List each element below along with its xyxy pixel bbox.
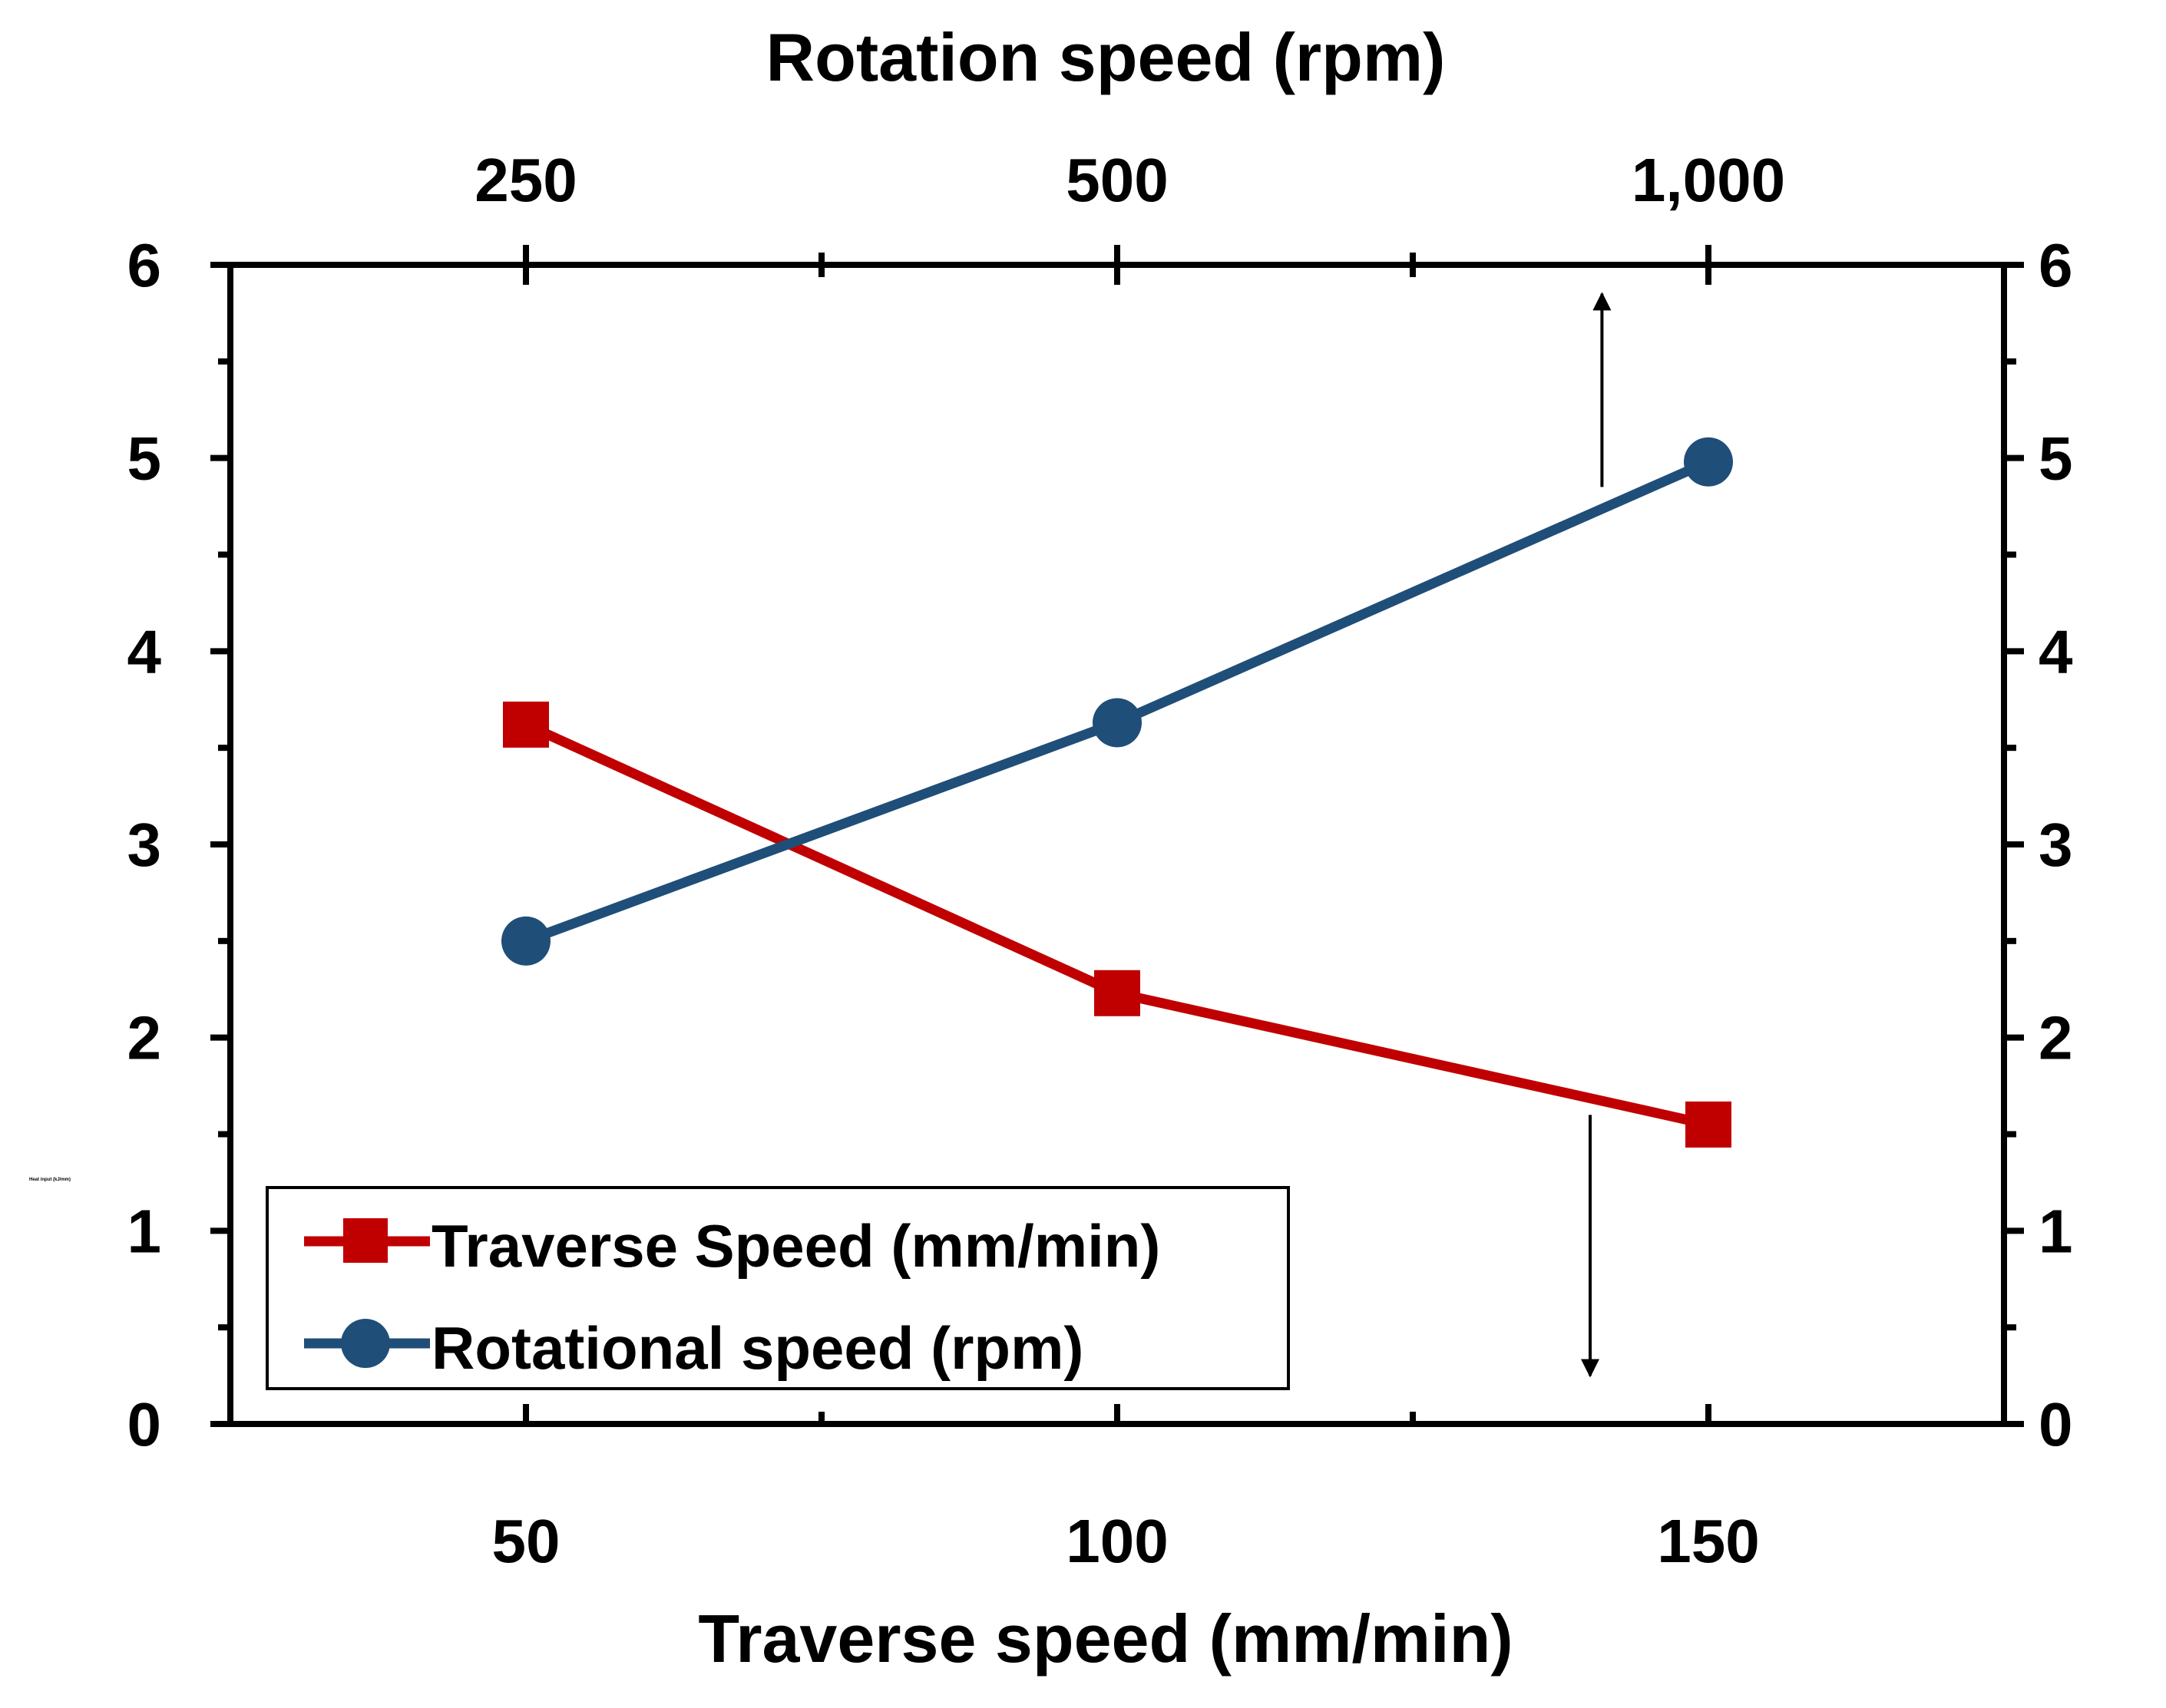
y-tick-label-right: 2 (2039, 1004, 2073, 1072)
y-tick-label-right: 6 (2039, 231, 2073, 299)
y-tick-label-left: 3 (127, 811, 162, 879)
data-point-circle (1684, 437, 1733, 487)
series-markers (501, 437, 1733, 1148)
series-line-traverse (524, 720, 1710, 1130)
x-tick-label-bottom: 100 (1066, 1507, 1168, 1575)
y-tick-label-left: 6 (127, 231, 162, 299)
x-tick-label-top: 250 (475, 146, 577, 214)
y-tick-label-left: 4 (127, 617, 162, 686)
legend: Traverse Speed (mm/min) Rotational speed… (266, 1186, 1290, 1390)
data-point-circle (501, 916, 551, 966)
series-lines (524, 457, 1711, 1130)
y-tick-label-left: 0 (127, 1390, 162, 1459)
legend-marker-circle (341, 1319, 390, 1368)
x-tick-label-bottom: 50 (492, 1507, 561, 1575)
x-axis-title: Traverse speed (mm/min) (698, 1601, 1513, 1677)
data-point-square (1094, 970, 1140, 1016)
y-tick-label-right: 4 (2039, 617, 2073, 686)
y-tick-label-right: 0 (2039, 1390, 2073, 1459)
top-axis-title: Rotation speed (rpm) (766, 19, 1446, 95)
annotations (1581, 292, 1612, 1378)
data-point-square (1685, 1101, 1731, 1148)
tick-labels: 0 0 1 1 2 2 3 3 4 4 5 5 6 6 50 100 150 250 500 1,000 (127, 146, 2074, 1575)
plot-frame (227, 262, 2007, 1427)
data-point-square (503, 701, 549, 748)
legend-marker-square (343, 1218, 388, 1263)
y-tick-label-right: 1 (2039, 1197, 2073, 1265)
legend-label-traverse: Traverse Speed (mm/min) (432, 1212, 1160, 1280)
y-tick-label-right: 3 (2039, 811, 2073, 879)
x-tick-label-bottom: 150 (1657, 1507, 1759, 1575)
data-point-circle (1093, 698, 1142, 748)
y-tick-label-left: 1 (127, 1197, 162, 1265)
x-tick-label-top: 500 (1066, 146, 1168, 214)
y-tick-label-right: 5 (2039, 425, 2073, 493)
y-tick-label-left: 5 (127, 425, 162, 493)
legend-box (266, 1186, 1290, 1390)
y-tick-label-left: 2 (127, 1004, 162, 1072)
legend-label-rotational: Rotational speed (rpm) (432, 1314, 1083, 1382)
x-tick-label-top: 1,000 (1632, 146, 1785, 214)
y-axis-title: Heat input (kJ/mm) (29, 1178, 71, 1182)
